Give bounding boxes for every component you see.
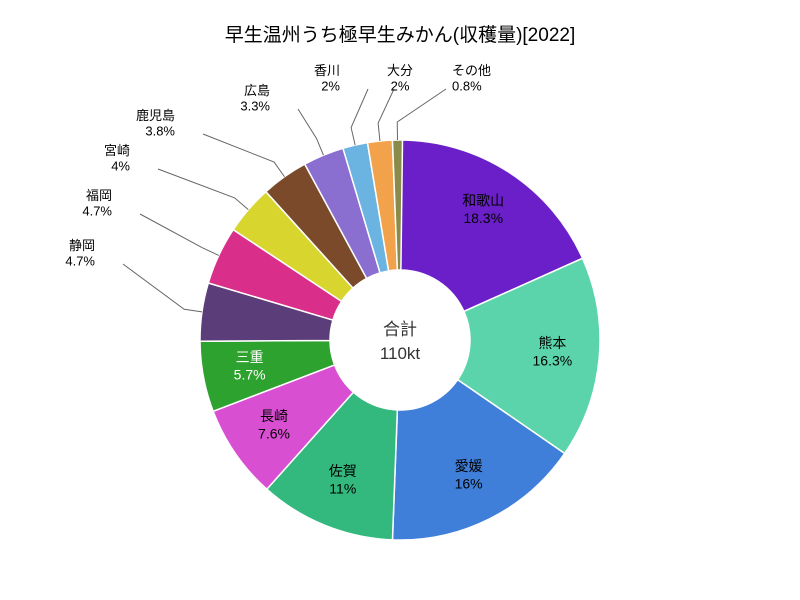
ext-label-宮崎: 宮崎4% xyxy=(104,143,130,174)
donut-chart: 早生温州うち極早生みかん(収穫量)[2022] 和歌山18.3%熊本16.3%愛… xyxy=(0,0,800,600)
slice-label-熊本: 熊本16.3% xyxy=(533,335,573,369)
center-label-bottom: 110kt xyxy=(340,342,460,366)
ext-label-静岡: 静岡4.7% xyxy=(65,238,95,269)
center-label: 合計 110kt xyxy=(340,318,460,366)
ext-label-鹿児島: 鹿児島3.8% xyxy=(136,108,175,139)
center-label-top: 合計 xyxy=(340,318,460,342)
leader-福岡 xyxy=(140,214,219,255)
leader-その他 xyxy=(397,89,446,140)
slice-label-長崎: 長崎7.6% xyxy=(258,408,290,442)
slice-label-愛媛: 愛媛16% xyxy=(455,458,483,492)
leader-鹿児島 xyxy=(203,134,284,177)
ext-label-その他: その他0.8% xyxy=(452,63,491,94)
leader-香川 xyxy=(351,89,368,145)
ext-label-広島: 広島3.3% xyxy=(240,83,270,114)
chart-svg: 和歌山18.3% 熊本16.3% 愛媛16% 佐賀11% 長崎7.6% 三重5.7% 静岡4… xyxy=(0,0,800,600)
leader-宮崎 xyxy=(158,169,248,210)
ext-label-福岡: 福岡4.7% xyxy=(82,188,112,219)
slice-label-三重: 三重5.7% xyxy=(234,349,266,383)
leader-大分 xyxy=(378,89,394,141)
slice-label-和歌山: 和歌山18.3% xyxy=(462,193,504,227)
ext-label-香川: 香川2% xyxy=(314,63,340,94)
leader-広島 xyxy=(298,109,323,155)
ext-label-大分: 大分2% xyxy=(387,63,413,94)
leader-静岡 xyxy=(123,264,202,312)
slice-label-佐賀: 佐賀11% xyxy=(329,463,357,497)
